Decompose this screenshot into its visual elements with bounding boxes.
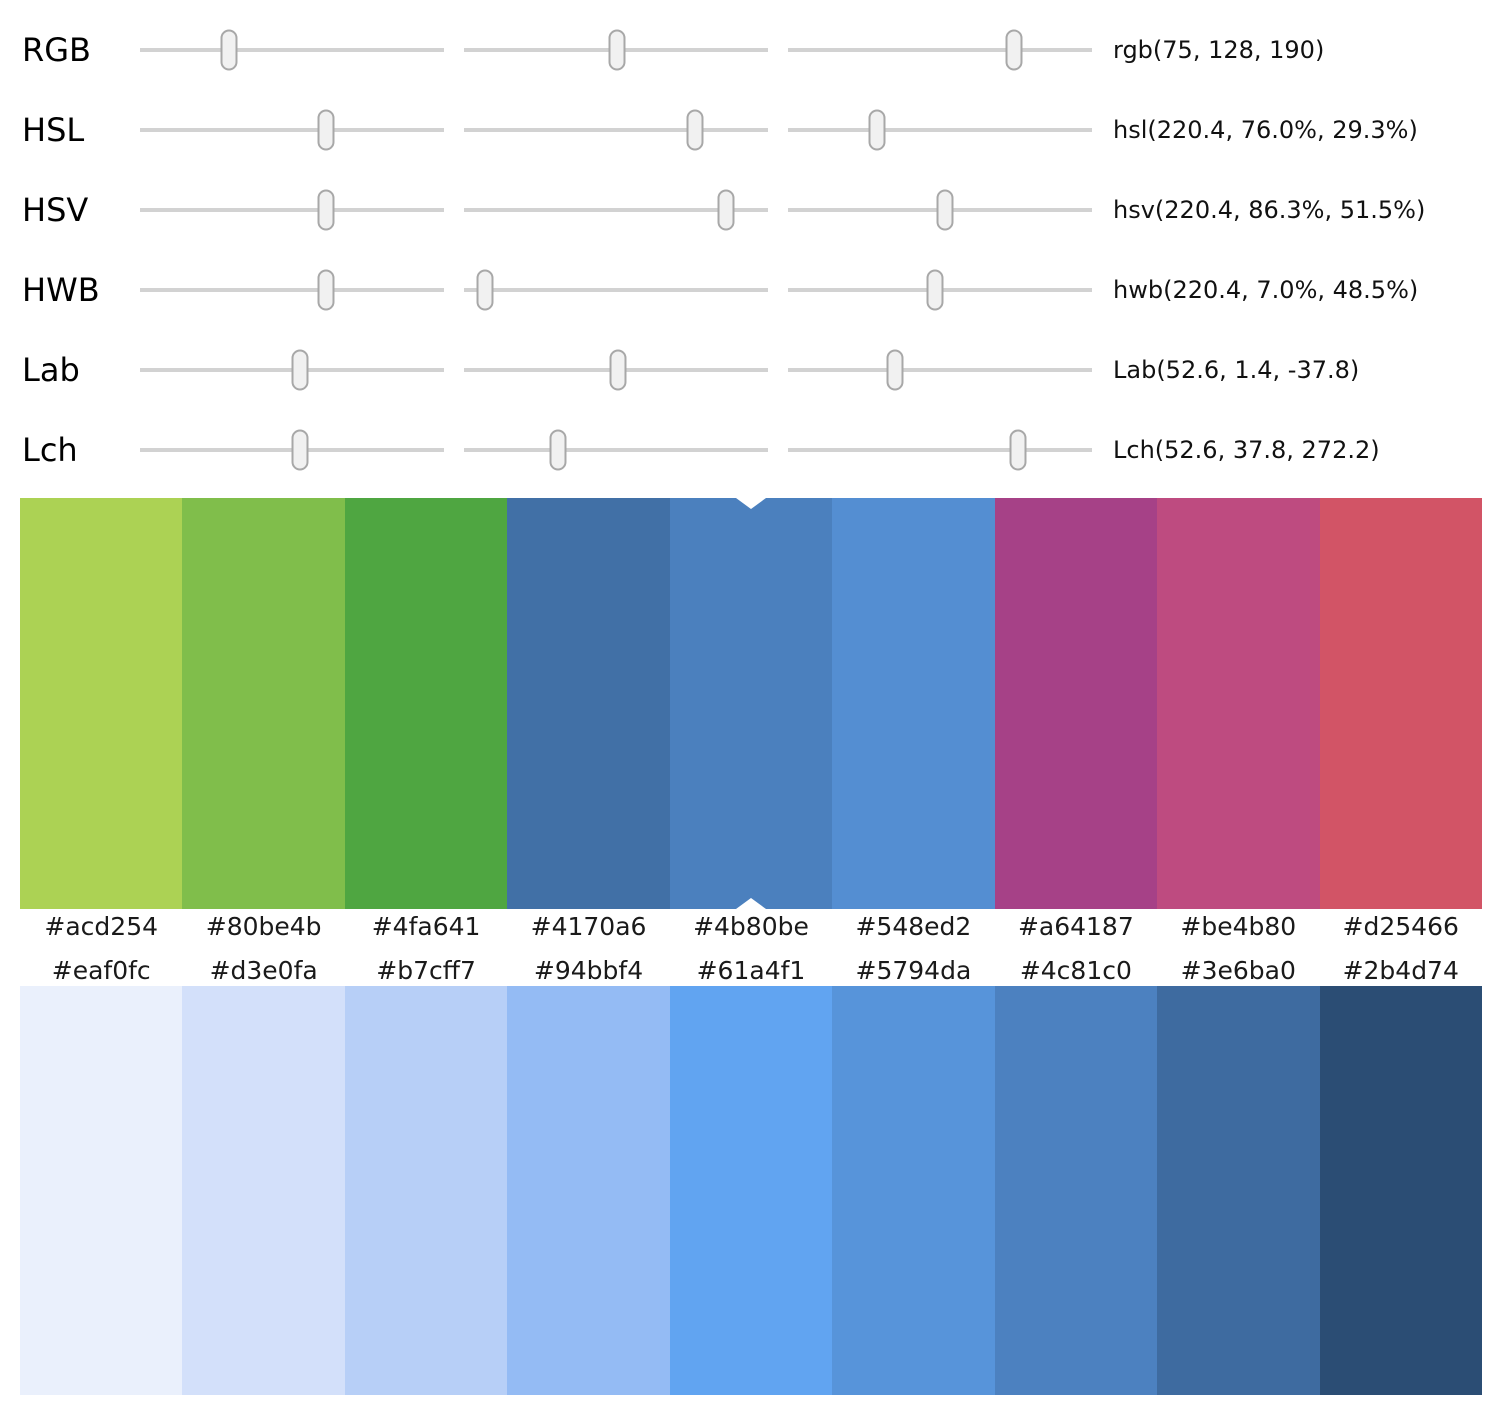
hex-code-label: #3e6ba0: [1180, 956, 1296, 985]
colorspace-label: HSL: [22, 111, 85, 149]
hex-code-label: #eaf0fc: [51, 956, 151, 985]
slider-track[interactable]: [788, 29, 1092, 71]
slider-track[interactable]: [464, 269, 768, 311]
hex-code-label: #4c81c0: [1019, 956, 1132, 985]
slider-thumb[interactable]: [549, 429, 567, 471]
palette-swatch[interactable]: [994, 986, 1158, 1395]
slider-thumb[interactable]: [886, 349, 904, 391]
tint-shade-hex-labels: #eaf0fc #d3e0fa #b7cff7 #94bbf4 #61a4f1 …: [20, 953, 1482, 989]
slider-thumb[interactable]: [717, 189, 735, 231]
color-value-text: Lch(52.6, 37.8, 272.2): [1113, 436, 1380, 464]
related-colors-hex-labels: #acd254 #80be4b #4fa641 #4170a6 #4b80be …: [20, 909, 1482, 945]
palette-swatch[interactable]: [1157, 986, 1320, 1395]
slider-thumb[interactable]: [686, 109, 704, 151]
hex-code-label: #be4b80: [1180, 912, 1297, 941]
slider-track[interactable]: [140, 269, 444, 311]
colorspace-label: Lab: [22, 351, 80, 389]
palette-swatch[interactable]: [832, 986, 995, 1395]
palette-swatch[interactable]: [1319, 986, 1482, 1395]
hex-code-label: #61a4f1: [696, 956, 806, 985]
slider-track[interactable]: [788, 109, 1092, 151]
palette-swatch[interactable]: [669, 986, 833, 1395]
hex-code-label: #4fa641: [371, 912, 481, 941]
palette-swatch[interactable]: [182, 498, 345, 909]
palette-swatch[interactable]: [344, 498, 508, 909]
slider-track[interactable]: [788, 429, 1092, 471]
palette-swatch[interactable]: [20, 498, 183, 909]
palette-swatch[interactable]: [182, 986, 345, 1395]
palette-swatch[interactable]: [1319, 498, 1482, 909]
slider-thumb[interactable]: [291, 429, 309, 471]
selected-marker-bottom-icon: [735, 898, 766, 909]
palette-swatch-selected[interactable]: [669, 498, 833, 909]
slider-track[interactable]: [464, 349, 768, 391]
slider-track[interactable]: [140, 109, 444, 151]
palette-swatch[interactable]: [344, 986, 508, 1395]
slider-track[interactable]: [140, 349, 444, 391]
slider-thumb[interactable]: [609, 349, 627, 391]
slider-track[interactable]: [788, 269, 1092, 311]
slider-thumb[interactable]: [926, 269, 944, 311]
hex-code-label: #80be4b: [205, 912, 322, 941]
slider-track[interactable]: [464, 189, 768, 231]
colorspace-label: HWB: [22, 271, 100, 309]
slider-thumb[interactable]: [868, 109, 886, 151]
tint-shade-palette: [20, 986, 1482, 1395]
slider-track[interactable]: [140, 189, 444, 231]
hex-code-label: #4b80be: [693, 912, 809, 941]
slider-thumb[interactable]: [317, 109, 335, 151]
hex-code-label: #94bbf4: [533, 956, 644, 985]
colorspace-label: RGB: [22, 31, 91, 69]
slider-track[interactable]: [464, 429, 768, 471]
palette-swatch[interactable]: [507, 986, 670, 1395]
slider-track[interactable]: [788, 189, 1092, 231]
color-value-text: hwb(220.4, 7.0%, 48.5%): [1113, 276, 1419, 304]
palette-swatch[interactable]: [1157, 498, 1320, 909]
colorspace-label: Lch: [22, 431, 78, 469]
slider-track[interactable]: [464, 109, 768, 151]
slider-thumb[interactable]: [1009, 429, 1027, 471]
slider-thumb[interactable]: [317, 189, 335, 231]
selected-marker-top-icon: [735, 498, 766, 509]
slider-thumb[interactable]: [317, 269, 335, 311]
slider-thumb[interactable]: [1005, 29, 1023, 71]
slider-thumb[interactable]: [220, 29, 238, 71]
hex-code-label: #acd254: [44, 912, 159, 941]
hex-code-label: #d3e0fa: [209, 956, 318, 985]
palette-swatch[interactable]: [507, 498, 670, 909]
colorspace-label: HSV: [22, 191, 89, 229]
color-value-text: hsv(220.4, 86.3%, 51.5%): [1113, 196, 1426, 224]
palette-swatch[interactable]: [20, 986, 183, 1395]
slider-thumb[interactable]: [476, 269, 494, 311]
color-value-text: hsl(220.4, 76.0%, 29.3%): [1113, 116, 1418, 144]
hex-code-label: #a64187: [1017, 912, 1134, 941]
slider-track[interactable]: [464, 29, 768, 71]
slider-thumb[interactable]: [936, 189, 954, 231]
color-value-text: Lab(52.6, 1.4, -37.8): [1113, 356, 1360, 384]
slider-track[interactable]: [140, 429, 444, 471]
hex-code-label: #5794da: [855, 956, 972, 985]
slider-track[interactable]: [788, 349, 1092, 391]
hex-code-label: #d25466: [1342, 912, 1459, 941]
palette-swatch[interactable]: [994, 498, 1158, 909]
slider-track[interactable]: [140, 29, 444, 71]
slider-thumb[interactable]: [608, 29, 626, 71]
related-colors-palette: [20, 498, 1482, 909]
hex-code-label: #548ed2: [855, 912, 972, 941]
hex-code-label: #4170a6: [530, 912, 647, 941]
palette-swatch[interactable]: [832, 498, 995, 909]
color-value-text: rgb(75, 128, 190): [1113, 36, 1325, 64]
hex-code-label: #2b4d74: [1342, 956, 1459, 985]
hex-code-label: #b7cff7: [376, 956, 476, 985]
slider-thumb[interactable]: [291, 349, 309, 391]
